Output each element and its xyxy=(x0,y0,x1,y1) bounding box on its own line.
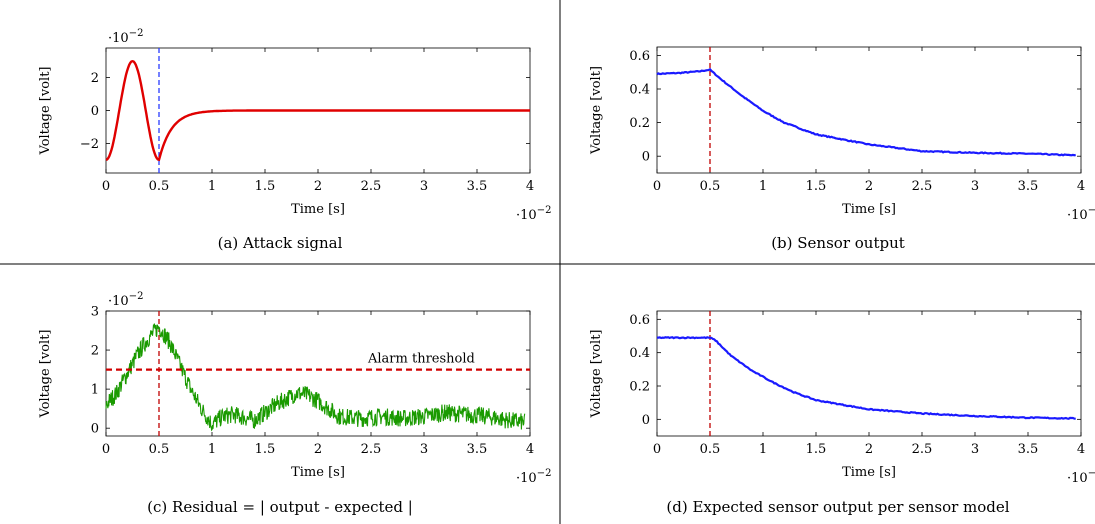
y-axis-label: Voltage [volt] xyxy=(38,67,53,156)
sensor-series-line xyxy=(657,336,1076,420)
x-tick-label: 3.5 xyxy=(467,179,488,194)
x-tick-label: 0.5 xyxy=(149,179,170,194)
x-tick-label: 0.5 xyxy=(149,442,170,457)
x-tick-label: 2 xyxy=(314,442,322,457)
y-axis-label: Voltage [volt] xyxy=(38,330,53,419)
x-scale-multiplier: ·10−2 xyxy=(516,468,551,486)
chart-panel-a: 0 0.5 1 1.5 2 2.5 3 3.5 4 −2 0 2 Time [s] Voltage [vo… xyxy=(38,28,551,252)
x-scale-multiplier: ·10−2 xyxy=(516,205,551,223)
subfigure-caption: (d) Expected sensor output per sensor mo… xyxy=(666,498,1009,516)
y-tick-label: 2 xyxy=(91,344,99,359)
x-axis-label: Time [s] xyxy=(291,465,345,480)
chart-panel-c: 0 0.5 1 1.5 2 2.5 3 3.5 4 0 1 2 3 Time [s] Voltage [vo… xyxy=(38,291,551,516)
x-tick-label: 0 xyxy=(102,179,110,194)
x-tick-label: 2.5 xyxy=(361,179,382,194)
y-tick-label: 0.4 xyxy=(629,346,650,361)
x-tick-label: 2.5 xyxy=(361,442,382,457)
x-tick-label: 1 xyxy=(759,442,767,457)
x-axis-label: Time [s] xyxy=(291,202,345,217)
alarm-threshold-label: Alarm threshold xyxy=(367,352,475,367)
x-tick-label: 3.5 xyxy=(467,442,488,457)
chart-panel-d: 0 0.5 1 1.5 2 2.5 3 3.5 4 0 0.2 0.4 0.6 Time [s] Volta… xyxy=(589,310,1095,516)
y-tick-label: 3 xyxy=(91,305,99,320)
y-tick-label: 0 xyxy=(642,150,650,165)
x-tick-label: 1.5 xyxy=(255,442,276,457)
y-tick-label: 2 xyxy=(91,71,99,86)
chart-panel-b: 0 0.5 1 1.5 2 2.5 3 3.5 4 0 0.2 0.4 0.6 Time [s] Volta… xyxy=(589,46,1095,252)
x-tick-label: 0 xyxy=(102,442,110,457)
x-tick-label: 3.5 xyxy=(1018,179,1039,194)
x-tick-label: 0.5 xyxy=(700,179,721,194)
x-tick-label: 2 xyxy=(865,179,873,194)
x-tick-label: 1 xyxy=(208,442,216,457)
subfigure-caption: (b) Sensor output xyxy=(771,234,905,252)
y-tick-label: 0.6 xyxy=(629,313,650,328)
x-tick-label: 1.5 xyxy=(806,179,827,194)
attack-series-line xyxy=(105,59,530,162)
subfigure-caption: (c) Residual = | output - expected | xyxy=(147,498,413,516)
y-tick-label: 0 xyxy=(91,104,99,119)
x-tick-label: 0 xyxy=(653,179,661,194)
x-tick-label: 3 xyxy=(420,179,428,194)
y-tick-label: −2 xyxy=(80,137,99,152)
x-tick-label: 2.5 xyxy=(912,442,933,457)
y-tick-label: 0 xyxy=(642,413,650,428)
y-scale-multiplier: ·10−2 xyxy=(108,28,143,46)
x-tick-label: 1 xyxy=(208,179,216,194)
y-tick-label: 0.6 xyxy=(629,49,650,64)
x-tick-label: 2 xyxy=(865,442,873,457)
x-tick-label: 3.5 xyxy=(1018,442,1039,457)
sensor-series-line xyxy=(656,67,1076,157)
subfigure-caption: (a) Attack signal xyxy=(218,234,343,252)
y-tick-label: 1 xyxy=(91,383,99,398)
residual-series-line xyxy=(105,323,526,432)
x-axis-label: Time [s] xyxy=(842,202,896,217)
y-axis-label: Voltage [volt] xyxy=(589,330,604,419)
x-tick-label: 4 xyxy=(1077,442,1085,457)
x-tick-label: 0.5 xyxy=(700,442,721,457)
x-tick-label: 1.5 xyxy=(806,442,827,457)
x-tick-label: 4 xyxy=(1077,179,1085,194)
y-axis-label: Voltage [volt] xyxy=(589,66,604,155)
x-tick-label: 3 xyxy=(420,442,428,457)
x-scale-multiplier: ·10−2 xyxy=(1067,468,1095,486)
x-tick-label: 2 xyxy=(314,179,322,194)
x-scale-multiplier: ·10−2 xyxy=(1067,205,1095,223)
x-tick-label: 1 xyxy=(759,179,767,194)
y-tick-label: 0.4 xyxy=(629,83,650,98)
x-tick-label: 2.5 xyxy=(912,179,933,194)
x-tick-label: 4 xyxy=(526,179,534,194)
x-axis-label: Time [s] xyxy=(842,465,896,480)
x-tick-label: 3 xyxy=(971,442,979,457)
y-tick-label: 0 xyxy=(91,422,99,437)
x-tick-label: 3 xyxy=(971,179,979,194)
y-tick-label: 0.2 xyxy=(629,380,650,395)
x-tick-label: 0 xyxy=(653,442,661,457)
x-tick-label: 4 xyxy=(526,442,534,457)
x-tick-label: 1.5 xyxy=(255,179,276,194)
y-scale-multiplier: ·10−2 xyxy=(108,291,143,309)
y-tick-label: 0.2 xyxy=(629,116,650,131)
